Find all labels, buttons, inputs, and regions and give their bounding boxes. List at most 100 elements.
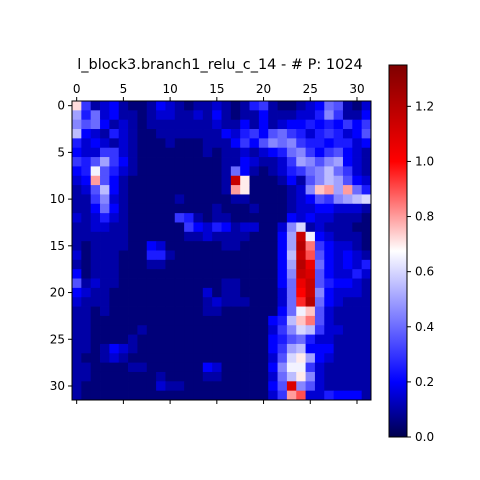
heatmap-cell (334, 176, 344, 186)
heatmap-cell (352, 241, 362, 251)
heatmap-cell (287, 129, 297, 139)
heatmap-cell (128, 363, 138, 373)
heatmap-cell (352, 269, 362, 279)
heatmap-cell (278, 381, 288, 391)
heatmap-cell (193, 316, 203, 326)
heatmap-cell (156, 176, 166, 186)
heatmap-cell (100, 213, 110, 223)
heatmap-cell (334, 157, 344, 167)
heatmap-cell (147, 148, 157, 158)
heatmap-cell (222, 344, 232, 354)
heatmap-cell (306, 194, 316, 204)
heatmap-cell (203, 316, 213, 326)
heatmap-cell (352, 297, 362, 307)
heatmap-cell (315, 138, 325, 148)
heatmap-cell (231, 269, 241, 279)
heatmap-cell (250, 381, 260, 391)
heatmap-cell (128, 307, 138, 317)
heatmap-cell (259, 260, 269, 270)
heatmap-cell (184, 335, 194, 345)
heatmap-cell (240, 260, 250, 270)
heatmap-cell (109, 157, 119, 167)
heatmap-cell (203, 297, 213, 307)
heatmap-cell (147, 335, 157, 345)
heatmap-cell (343, 391, 353, 401)
heatmap-cell (334, 129, 344, 139)
heatmap-cell (352, 129, 362, 139)
heatmap-cell (352, 120, 362, 130)
heatmap-cell (334, 363, 344, 373)
heatmap-cell (81, 110, 91, 120)
heatmap-cell (306, 101, 316, 111)
heatmap-cell (91, 279, 101, 289)
heatmap-cell (324, 372, 334, 382)
heatmap-cell (352, 325, 362, 335)
heatmap-cell (119, 129, 129, 139)
heatmap-cell (175, 222, 185, 232)
heatmap-cell (222, 269, 232, 279)
heatmap-cell (100, 148, 110, 158)
heatmap-cell (222, 297, 232, 307)
heatmap-cell (306, 204, 316, 214)
heatmap-cell (222, 391, 232, 401)
heatmap-cell (278, 325, 288, 335)
heatmap-cell (259, 353, 269, 363)
chart-title: l_block3.branch1_relu_c_14 - # P: 1024 (77, 57, 363, 73)
heatmap-cell (315, 166, 325, 176)
heatmap-cell (306, 222, 316, 232)
heatmap-cell (296, 335, 306, 345)
heatmap-cell (72, 176, 82, 186)
heatmap-cell (165, 157, 175, 167)
heatmap-cell (296, 372, 306, 382)
heatmap-cell (184, 232, 194, 242)
heatmap-cell (240, 325, 250, 335)
heatmap-cell (91, 129, 101, 139)
heatmap-cell (315, 241, 325, 251)
heatmap-cell (287, 241, 297, 251)
heatmap-cell (147, 176, 157, 186)
heatmap-cell (212, 157, 222, 167)
heatmap-cell (362, 353, 372, 363)
heatmap-cell (343, 157, 353, 167)
heatmap-cell (81, 232, 91, 242)
heatmap-cell (362, 381, 372, 391)
heatmap-cell (324, 222, 334, 232)
heatmap-cell (212, 213, 222, 223)
colorbar (389, 65, 407, 437)
heatmap-cell (268, 307, 278, 317)
heatmap-cell (203, 307, 213, 317)
heatmap-cell (212, 138, 222, 148)
heatmap-cell (81, 185, 91, 195)
heatmap-cell (147, 372, 157, 382)
heatmap-cell (250, 372, 260, 382)
heatmap-cell (296, 185, 306, 195)
heatmap-cell (119, 120, 129, 130)
heatmap-cell (72, 353, 82, 363)
heatmap-cell (352, 232, 362, 242)
heatmap-cell (193, 232, 203, 242)
heatmap-cell (334, 166, 344, 176)
heatmap-cell (72, 222, 82, 232)
heatmap-cell (250, 204, 260, 214)
heatmap-cell (81, 194, 91, 204)
y-tick-label: 25 (50, 332, 65, 346)
heatmap-cell (72, 101, 82, 111)
heatmap-cell (128, 288, 138, 298)
heatmap-cell (324, 279, 334, 289)
heatmap-cell (184, 204, 194, 214)
heatmap-cell (184, 241, 194, 251)
heatmap-cell (268, 110, 278, 120)
heatmap-cell (306, 157, 316, 167)
heatmap-cell (362, 269, 372, 279)
heatmap-cell (100, 251, 110, 261)
heatmap-cell (193, 288, 203, 298)
heatmap-cell (119, 194, 129, 204)
heatmap-cell (72, 251, 82, 261)
heatmap-cell (268, 288, 278, 298)
heatmap-cell (137, 176, 147, 186)
heatmap-cell (334, 194, 344, 204)
heatmap-cell (147, 325, 157, 335)
heatmap-cell (231, 353, 241, 363)
heatmap-cell (184, 297, 194, 307)
heatmap-cell (119, 101, 129, 111)
